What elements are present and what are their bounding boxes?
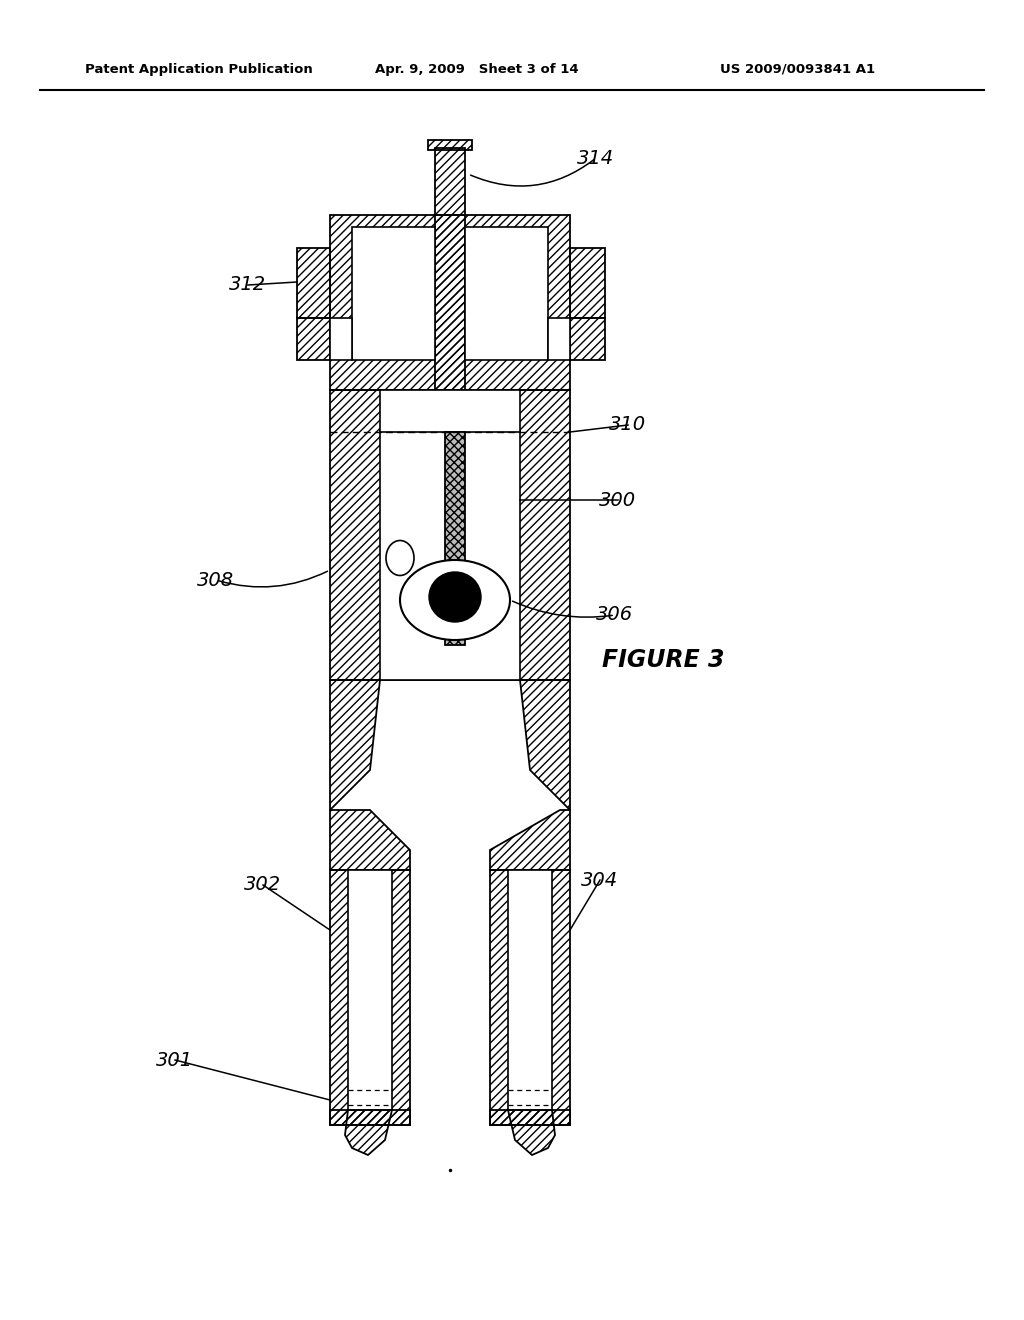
Ellipse shape bbox=[400, 560, 510, 640]
Bar bbox=[465, 227, 548, 360]
Text: 304: 304 bbox=[582, 870, 618, 890]
Text: 306: 306 bbox=[596, 606, 634, 624]
Text: 308: 308 bbox=[198, 570, 234, 590]
Bar bbox=[348, 870, 392, 1110]
Ellipse shape bbox=[429, 572, 481, 622]
Text: Patent Application Publication: Patent Application Publication bbox=[85, 63, 312, 77]
Bar bbox=[330, 318, 352, 360]
Text: 300: 300 bbox=[599, 491, 637, 510]
Text: US 2009/0093841 A1: US 2009/0093841 A1 bbox=[720, 63, 876, 77]
Ellipse shape bbox=[386, 540, 414, 576]
Text: Apr. 9, 2009   Sheet 3 of 14: Apr. 9, 2009 Sheet 3 of 14 bbox=[375, 63, 579, 77]
Text: FIGURE 3: FIGURE 3 bbox=[602, 648, 724, 672]
Text: 301: 301 bbox=[157, 1051, 194, 1069]
Text: 310: 310 bbox=[609, 416, 646, 434]
Bar bbox=[380, 389, 520, 432]
Bar bbox=[548, 318, 570, 360]
Bar bbox=[508, 870, 552, 1110]
Text: 302: 302 bbox=[245, 875, 282, 895]
Bar bbox=[352, 227, 435, 360]
Polygon shape bbox=[445, 432, 465, 645]
Text: 314: 314 bbox=[578, 149, 614, 168]
Bar bbox=[380, 430, 520, 680]
Text: 312: 312 bbox=[229, 276, 266, 294]
